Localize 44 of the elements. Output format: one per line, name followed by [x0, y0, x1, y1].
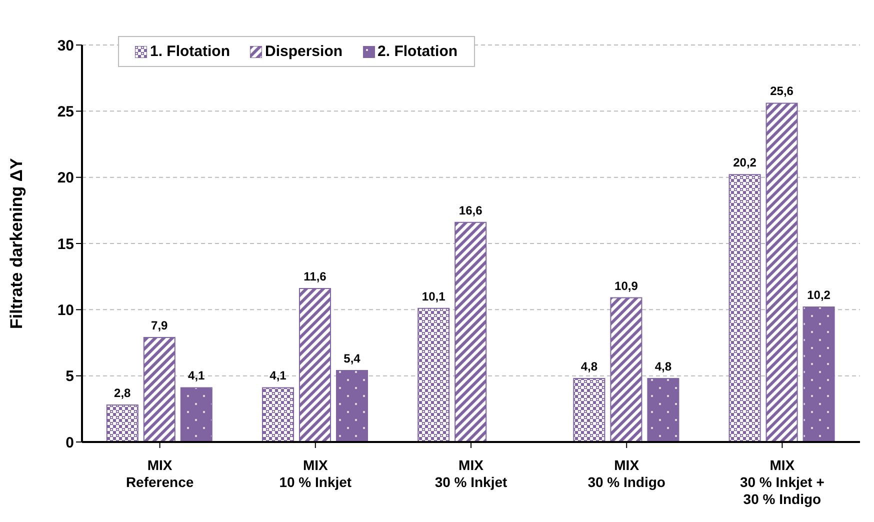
bar [298, 288, 331, 442]
bar [262, 387, 294, 442]
x-tick-label: MIX 30 % Indigo [588, 457, 666, 490]
bar [766, 102, 798, 442]
bar [573, 378, 606, 442]
y-tick-label: 20 [57, 170, 74, 187]
bar [180, 387, 212, 442]
y-axis-title: Filtrate darkening ΔY [7, 157, 26, 329]
data-label: 5,4 [344, 352, 361, 366]
legend-label: 2. Flotation [376, 43, 458, 60]
data-label: 10,2 [807, 288, 831, 302]
y-tick-label: 25 [57, 103, 74, 120]
bar [106, 404, 138, 442]
x-tick-label: MIX 30 % Inkjet + 30 % Indigo [740, 457, 824, 507]
y-tick-label: 10 [57, 302, 74, 319]
y-tick-label: 5 [66, 368, 74, 386]
x-tick-label: MIX 10 % Inkjet [279, 457, 352, 490]
bar [610, 297, 642, 442]
data-label: 4,8 [580, 359, 598, 374]
x-tick-label: MIX Reference [126, 457, 194, 490]
data-label: 2,8 [114, 386, 132, 400]
bar [728, 174, 761, 442]
bar [418, 308, 450, 442]
bar [336, 370, 368, 442]
data-label: 4,1 [270, 368, 287, 383]
data-label: 4,1 [188, 368, 206, 383]
bar [802, 306, 835, 442]
bar [454, 222, 487, 442]
bar [647, 378, 680, 442]
y-tick-label: 15 [57, 236, 74, 253]
data-label: 11,6 [304, 269, 327, 284]
y-tick-label: 0 [66, 434, 74, 452]
bar [143, 336, 176, 442]
legend-label: Dispersion [264, 43, 343, 60]
data-label: 16,6 [458, 203, 483, 218]
legend-label: 1. Flotation [149, 43, 230, 60]
data-label: 10,1 [422, 289, 446, 304]
data-label: 20,2 [733, 156, 757, 170]
data-label: 4,8 [654, 359, 672, 374]
y-tick-label: 30 [57, 37, 74, 54]
data-label: 25,6 [770, 84, 794, 98]
data-label: 7,9 [151, 318, 168, 332]
x-tick-label: MIX 30 % Inkjet [434, 457, 508, 490]
data-label: 10,9 [614, 278, 638, 293]
